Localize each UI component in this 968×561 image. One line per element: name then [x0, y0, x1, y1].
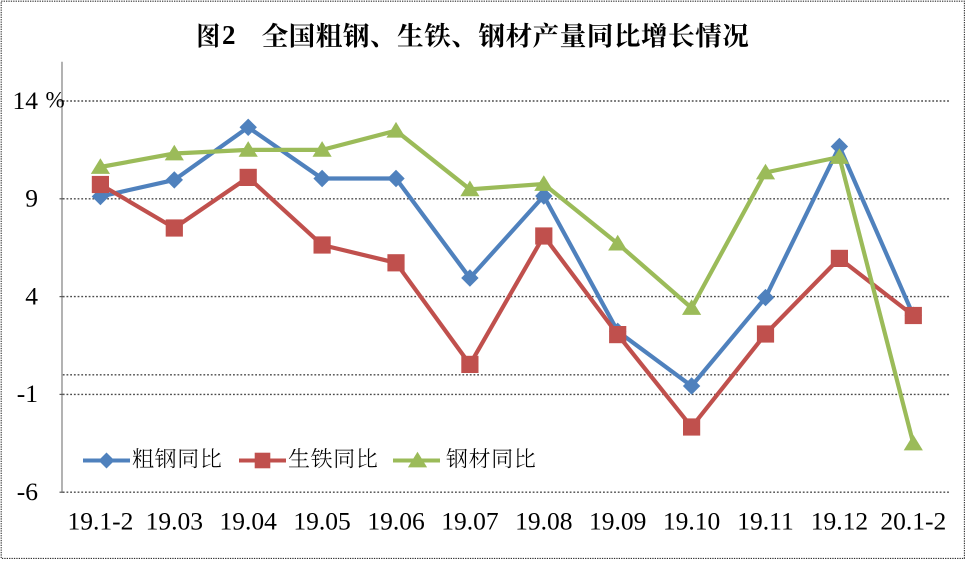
svg-text:2: 2 — [222, 20, 236, 50]
svg-text:19.07: 19.07 — [441, 507, 499, 536]
svg-text:19.05: 19.05 — [293, 507, 350, 536]
svg-text:19.06: 19.06 — [367, 507, 424, 536]
svg-text:20.1-2: 20.1-2 — [880, 507, 946, 536]
svg-text:19.03: 19.03 — [146, 507, 203, 536]
svg-text:19.12: 19.12 — [811, 507, 868, 536]
svg-text:19.09: 19.09 — [589, 507, 646, 536]
svg-text:%: % — [46, 88, 65, 113]
svg-text:19.11: 19.11 — [737, 507, 793, 536]
svg-text:19.1-2: 19.1-2 — [67, 507, 133, 536]
svg-text:14: 14 — [13, 86, 39, 115]
svg-text:19.08: 19.08 — [515, 507, 572, 536]
svg-text:19.04: 19.04 — [220, 507, 278, 536]
svg-text:-6: -6 — [17, 477, 38, 506]
svg-text:4: 4 — [25, 281, 38, 310]
svg-text:9: 9 — [25, 184, 38, 213]
svg-text:19.10: 19.10 — [663, 507, 720, 536]
svg-text:-1: -1 — [17, 379, 38, 408]
